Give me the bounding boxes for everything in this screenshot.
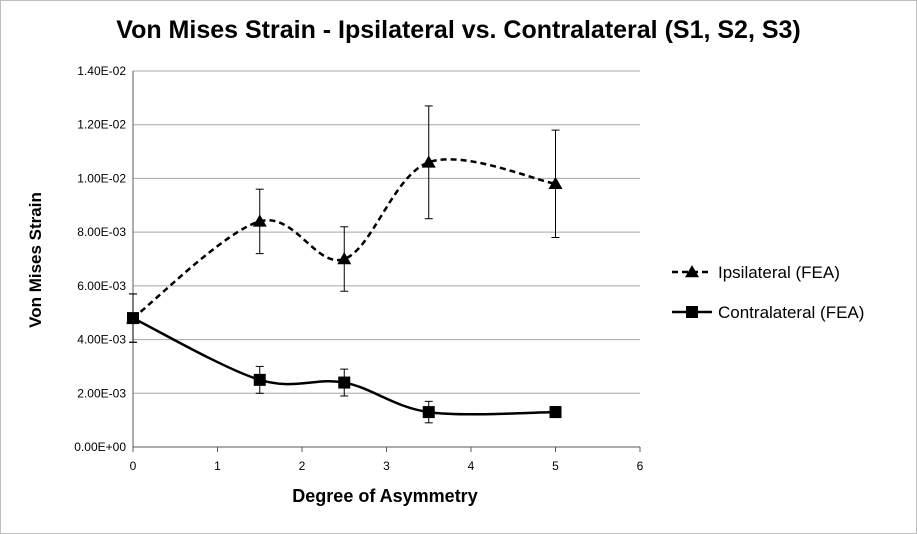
data-point: [337, 252, 352, 265]
y-tick-label: 1.40E-02: [77, 64, 126, 78]
y-tick-label: 8.00E-03: [77, 225, 126, 239]
data-point: [338, 376, 351, 389]
y-tick-label: 1.20E-02: [77, 118, 126, 132]
data-point: [421, 155, 436, 168]
data-point: [253, 373, 266, 386]
legend-label: Contralateral (FEA): [718, 303, 864, 322]
series-group: [126, 105, 563, 424]
legend: Ipsilateral (FEA) Contralateral (FEA): [672, 263, 864, 322]
gridlines: [133, 70, 640, 394]
x-tick-label: 6: [637, 459, 644, 473]
data-point: [549, 406, 562, 419]
x-tick-label: 2: [299, 459, 306, 473]
y-tick-label: 0.00E+00: [74, 440, 126, 454]
x-tick-label: 1: [214, 459, 221, 473]
legend-marker: [686, 306, 698, 318]
data-point: [127, 312, 139, 325]
y-tick-labels: 0.00E+00 2.00E-03 4.00E-03 6.00E-03 8.00E-03…: [74, 64, 126, 454]
y-tick-label: 4.00E-03: [77, 333, 126, 347]
x-tick-label: 5: [552, 459, 559, 473]
chart-title: Von Mises Strain - Ipsilateral vs. Contr…: [116, 16, 801, 44]
x-tick-label: 0: [130, 459, 137, 473]
axes: [132, 71, 641, 452]
series-ipsilateral: [126, 105, 563, 343]
x-axis-label: Degree of Asymmetry: [292, 486, 478, 506]
series-contralateral: [127, 293, 562, 424]
legend-marker: [685, 265, 699, 278]
data-point: [422, 406, 435, 419]
series-line: [132, 158, 556, 320]
x-tick-label: 4: [468, 459, 475, 473]
y-tick-label: 6.00E-03: [77, 279, 126, 293]
y-tick-label: 1.00E-02: [77, 171, 126, 185]
data-point: [252, 214, 267, 227]
x-tick-labels: 0 1 2 3 4 5 6: [130, 459, 644, 473]
x-tick-label: 3: [383, 459, 390, 473]
legend-label: Ipsilateral (FEA): [718, 263, 840, 282]
data-point: [548, 176, 563, 190]
y-tick-label: 2.00E-03: [77, 386, 126, 400]
series-line: [132, 316, 556, 416]
